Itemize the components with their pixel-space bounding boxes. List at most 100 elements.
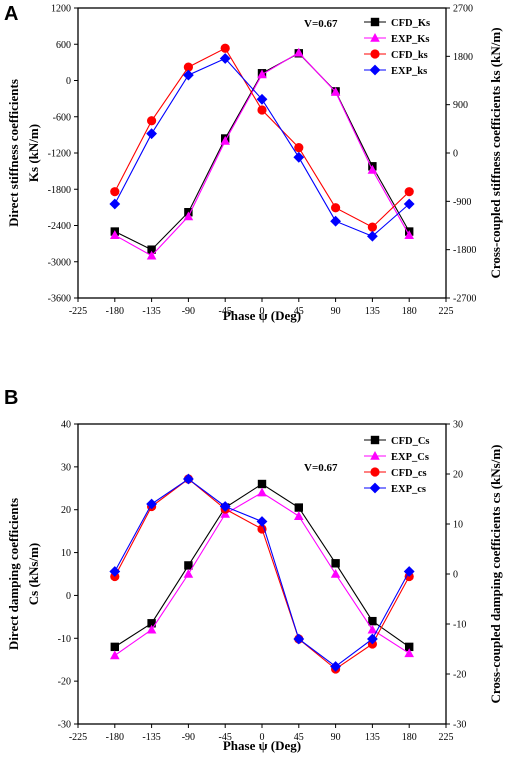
panel-a-series-exp-ks <box>110 47 414 260</box>
panel-a-x-tick-label: -135 <box>142 306 160 317</box>
panel-a-data-point <box>403 198 415 210</box>
panel-a-legend-label: EXP_ks <box>391 66 427 77</box>
panel-b-y-right-tick-label: 10 <box>453 520 463 531</box>
panel-b-data-point <box>147 619 156 628</box>
panel-b-y-left-tick-label: 30 <box>61 462 71 473</box>
panel-a-data-point <box>330 215 341 227</box>
panel-a-data-point <box>110 230 120 239</box>
panel-b-data-point <box>183 473 194 485</box>
panel-a-data-point <box>293 151 305 163</box>
panel-a-series-cfd-ks <box>110 49 414 254</box>
panel-a-data-point <box>256 93 268 105</box>
panel-a-x-tick-label: -225 <box>69 306 87 317</box>
panel-a-data-point <box>220 43 230 53</box>
panel-b-data-point <box>294 511 304 520</box>
panel-a-data-point <box>404 187 414 197</box>
panel-a-data-point <box>404 230 414 239</box>
panel-b-data-point <box>219 501 231 512</box>
panel-b-y-left-tick-label: -10 <box>58 634 71 645</box>
panel-a-data-point <box>147 245 156 254</box>
panel-a-y-right-tick-label: -2700 <box>453 294 476 305</box>
panel-a-y-left-tick-label: -3600 <box>48 294 71 305</box>
panel-a-data-point <box>330 86 341 96</box>
panel-b-y-right-tick-label: 30 <box>453 420 463 431</box>
panel-b-legend-label: CFD_cs <box>391 468 427 479</box>
panel-b-y-right-tick-label: 20 <box>453 470 463 481</box>
panel-b-legend-marker <box>370 435 380 445</box>
panel-a-x-tick-label: 225 <box>439 306 454 317</box>
panel-a-x-tick-label: 90 <box>331 306 341 317</box>
panel-b-data-point <box>368 616 377 626</box>
panel-b-data-point <box>330 661 341 672</box>
panel-b-series-line <box>114 483 410 648</box>
panel-a: A -225 -180 -135 -90 -45 0 45 90 135 180 225 -3600 -3… <box>4 3 503 323</box>
panel-a-data-point <box>183 69 194 81</box>
panel-a-legend-label: CFD_Ks <box>391 18 430 29</box>
panel-a-y-right-title: Cross-coupled stiffness coefficients ks … <box>488 27 503 278</box>
panel-b-x-tick-label: -135 <box>142 732 160 743</box>
panel-a-data-point <box>257 105 267 115</box>
panel-b-x-tick-label: -90 <box>182 732 195 743</box>
panel-b-series-line <box>114 478 410 670</box>
panel-b-data-point <box>110 650 120 660</box>
panel-a-x-tick-label: -45 <box>219 306 232 317</box>
panel-b-data-point <box>331 559 340 568</box>
panel-b-data-point <box>110 642 119 652</box>
panel-b-data-point <box>294 503 303 512</box>
panel-a-y-left-tick-label: -2400 <box>48 221 71 232</box>
panel-a-data-point <box>331 203 341 213</box>
panel-b-data-point <box>257 487 267 497</box>
panel-b-x-tick-label: 90 <box>331 732 341 743</box>
panel-a-y-left-title: Ks (kN/m) <box>26 124 41 182</box>
panel-b-data-point <box>257 479 267 489</box>
panel-b-x-axis-title: Phase ψ (Deg) <box>223 738 301 753</box>
panel-b-data-point <box>183 569 194 578</box>
panel-b-data-point <box>109 566 121 577</box>
panel-b-y-left-tick-label: -20 <box>58 677 71 688</box>
panel-b-y-left-tick-label: 10 <box>61 548 71 559</box>
panel-a-y-right-tick-label: 2700 <box>453 4 473 15</box>
panel-b-data-point <box>405 642 414 652</box>
panel-a-data-point <box>294 47 304 57</box>
panel-a-y-right-tick-label: 0 <box>453 149 458 160</box>
panel-a-x-tick-label: -180 <box>106 306 124 317</box>
panel-a-series-cfd-ks <box>110 43 414 232</box>
panel-b-data-point <box>404 648 414 658</box>
panel-b-x-tick-label: 180 <box>402 732 417 743</box>
panel-b-y-right-tick-label: -10 <box>453 620 466 631</box>
panel-b-x-tick-label: 45 <box>294 732 304 743</box>
panel-b-x-tick-label: 225 <box>439 732 454 743</box>
panel-a-y-left-tick-label: 0 <box>66 76 71 87</box>
panel-a-x-tick-label: 135 <box>365 306 380 317</box>
panel-b-annotation: V=0.67 <box>304 462 338 474</box>
panel-b-series-cfd-cs <box>110 479 414 652</box>
panel-a-legend-label: CFD_ks <box>391 50 428 61</box>
panel-b-x-tick-label: -225 <box>69 732 87 743</box>
panel-a-x-tick-label: -90 <box>182 306 195 317</box>
panel-a-series-line <box>114 52 410 251</box>
panel-b-x-tick-label: -45 <box>219 732 232 743</box>
panel-b-legend-marker <box>370 451 380 460</box>
panel-b-data-point <box>184 561 193 570</box>
panel-b-legend-marker <box>370 467 380 477</box>
panel-b-y-left-tick-label: -30 <box>58 720 71 731</box>
panel-b-y-left-tick-label: 20 <box>61 505 71 516</box>
panel-a-data-point <box>220 135 230 145</box>
panel-a-y-left-tick-label: -1800 <box>48 185 71 196</box>
panel-b: B-225 -180 -135 -90 -45 0 45 90 135 180 225-30-20-… <box>4 387 503 753</box>
panel-a-letter: A <box>4 3 18 25</box>
panel-a-data-point <box>183 211 194 221</box>
panel-a-y-right-tick-label: 1800 <box>453 52 473 63</box>
panel-b-x-tick-label: 0 <box>260 732 265 743</box>
panel-a-data-point <box>146 128 157 140</box>
panel-a-data-point <box>110 187 120 197</box>
panel-a-y-right-tick-label: -1800 <box>453 245 476 256</box>
panel-b-y-left-tick-label: 40 <box>61 420 71 431</box>
panel-a-y-left-tick-label: -3000 <box>48 257 71 268</box>
panel-a-data-point <box>147 116 157 126</box>
panel-a-data-point <box>294 143 304 153</box>
panel-b-legend-label: CFD_Cs <box>391 436 430 447</box>
panel-a-data-point <box>367 164 378 174</box>
panel-a-series-line <box>114 57 410 237</box>
